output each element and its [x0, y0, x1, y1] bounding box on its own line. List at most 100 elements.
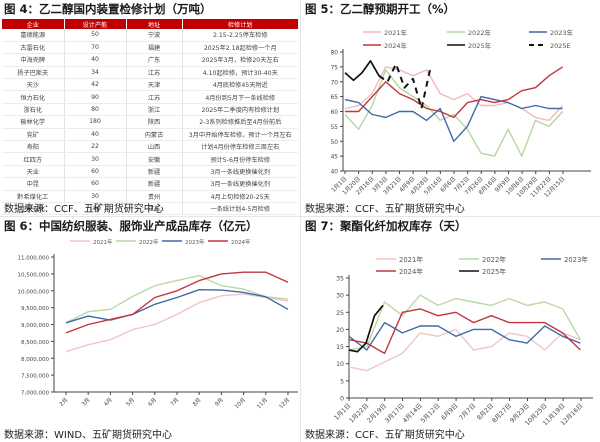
- fig4-title: 图 4：乙二醇国内装置检修计划（万吨）: [4, 2, 212, 16]
- y-tick-label: 65: [331, 95, 339, 101]
- table-cell: 中昆: [2, 177, 65, 191]
- y-tick-label: 11,000,000: [18, 256, 50, 262]
- table-cell: 山西: [126, 140, 183, 154]
- y-tick-label: 35: [336, 276, 344, 283]
- table-cell: 江苏: [126, 66, 183, 80]
- x-tick-label: 6月: [147, 396, 158, 407]
- series-line-2022年: [344, 69, 564, 157]
- table-cell: 2025年二季度内有检修计划: [182, 103, 298, 117]
- table-cell: 80: [64, 103, 127, 117]
- y-tick-label: 10,500,000: [18, 272, 50, 278]
- legend-label: 2025年: [482, 267, 506, 276]
- table-cell: 22: [64, 140, 127, 154]
- x-tick-label: 2月: [58, 396, 69, 407]
- table-cell: 3月中开始停车检修，预计一个月左右: [182, 128, 298, 142]
- vertical-divider: [300, 0, 301, 442]
- legend-label: 2023年: [185, 238, 205, 246]
- col-header-capacity: 设计产能: [64, 19, 127, 29]
- table-cell: 新疆: [126, 177, 183, 191]
- legend-label: 2025E: [550, 42, 571, 50]
- series-line-2025年: [344, 60, 380, 82]
- x-tick-label: 9月: [214, 396, 225, 407]
- table-cell: 陕西: [126, 115, 183, 129]
- table-row: 浙石化 80 浙江 2025年二季度内有检修计划: [2, 103, 298, 117]
- table-cell: 90: [64, 90, 127, 104]
- series-line-2023年: [65, 289, 289, 324]
- fig6-source: 数据来源：WIND、五矿期货研究中心: [4, 430, 173, 441]
- table-cell: 寿阳: [2, 140, 65, 154]
- table-cell: 宁波: [126, 29, 183, 42]
- x-tick-label: 12月: [278, 396, 292, 410]
- fig5-source: 数据来源：CCF、五矿期货研究中心: [305, 204, 465, 215]
- table-row: 天业 60 新疆 3月一条线更换催化剂: [2, 165, 298, 179]
- table-cell: 3月一条线更换催化剂: [182, 177, 298, 191]
- table-cell: 中海壳牌: [2, 53, 65, 67]
- table-row: 扬子巴斯夫 34 江苏 4.10起检修，预计30-40天: [2, 66, 298, 80]
- y-tick-label: 25: [336, 310, 344, 317]
- fig7-source: 数据来源：CCF、五矿期货研究中心: [305, 430, 465, 441]
- x-tick-label: 8月: [191, 396, 202, 407]
- series-line-2024年: [345, 66, 563, 119]
- table-row: 富德能源 50 宁波 2.15-2.25停车检修: [2, 29, 298, 42]
- table-cell: 2025年2.18起检修一个月: [182, 41, 298, 55]
- series-line-2021年: [65, 293, 289, 353]
- y-tick-label: 50: [331, 140, 339, 146]
- y-tick-label: 9,500,000: [21, 306, 49, 312]
- table-row: 兖矿 40 内蒙古 3月中开始停车检修，预计一个月左右: [2, 128, 298, 142]
- table-cell: 4月份到5月下一条线检修: [182, 90, 298, 104]
- table-cell: 180: [64, 202, 127, 216]
- table-cell: 贵州: [126, 190, 183, 203]
- fig6-panel: 图 6：中国纺织服装、服饰业产成品库存（亿元） 2021年 2022年 2023年 2…: [0, 217, 300, 442]
- table-row: 恒力石化 90 江苏 4月份到5月下一条线检修: [2, 90, 298, 104]
- x-tick-label: 7月7日: [458, 402, 477, 421]
- col-header-location: 地址: [126, 19, 183, 29]
- col-header-company: 企业: [2, 19, 65, 29]
- fig5-panel: 图 5：乙二醇预期开工（%） 2021年 2022年 2023年 2024年 2025年…: [301, 0, 600, 216]
- y-tick-label: 75: [331, 65, 339, 71]
- legend-label: 2022年: [468, 28, 492, 37]
- table-cell: 180: [64, 115, 127, 129]
- table-cell: 4月底检修45天附近: [182, 78, 298, 92]
- fig5-chart: 2021年 2022年 2023年 2024年 2025年 2025E 40 45 50 55 60…: [330, 28, 591, 198]
- table-cell: 30: [64, 190, 127, 203]
- y-tick-label: 80: [331, 51, 339, 57]
- table-cell: 一条线计划4-5月检修: [182, 202, 298, 216]
- series-line-2023年: [344, 95, 563, 143]
- table-cell: 黔希煤化工: [2, 190, 65, 203]
- table-cell: 计划4月份停车检修三周左右: [182, 140, 298, 154]
- table-cell: 70: [64, 41, 127, 55]
- fig4-source: 数据来源：CCF、五矿期货研究中心: [4, 204, 164, 215]
- table-cell: 3月一条线更换催化剂: [182, 165, 298, 179]
- fig6-title: 图 6：中国纺织服装、服饰业产成品库存（亿元）: [4, 219, 258, 233]
- table-cell: 2.15-2.25停车检修: [182, 29, 298, 42]
- y-tick-label: 10: [336, 361, 344, 368]
- table-row: 寿阳 22 山西 计划4月份停车检修三周左右: [2, 140, 298, 154]
- y-tick-label: 0: [340, 396, 344, 403]
- y-tick-label: 60: [331, 110, 339, 116]
- table-cell: 安徽: [126, 152, 183, 166]
- y-tick-label: 10,000,000: [18, 289, 50, 295]
- legend-label: 2024年: [384, 41, 408, 50]
- y-tick-label: 40: [331, 170, 339, 176]
- table-row: 中昆 60 新疆 3月一条线更换催化剂: [2, 177, 298, 191]
- x-tick-label: 5月: [125, 396, 136, 407]
- series-line-2024年: [348, 308, 581, 355]
- x-tick-label: 6月9日: [440, 402, 459, 421]
- table-cell: 内蒙古: [126, 128, 183, 142]
- series-line-2025E: [378, 62, 431, 110]
- legend-label: 2022年: [139, 238, 159, 246]
- table-cell: 42: [64, 78, 127, 92]
- horizontal-divider: [0, 216, 600, 217]
- y-tick-label: 9,000,000: [21, 323, 49, 329]
- table-cell: 榆林化学: [2, 115, 65, 129]
- x-tick-label: 3月: [80, 396, 91, 407]
- fig6-chart: 2021年 2022年 2023年 2024年 7,000,000 7,500,000 8,…: [18, 238, 298, 410]
- fig4-panel: 图 4：乙二醇国内装置检修计划（万吨） 企业 设计产能 地址 检修计划 富德能源…: [0, 0, 300, 216]
- table-cell: 40: [64, 128, 127, 142]
- y-tick-label: 15: [336, 344, 344, 351]
- y-tick-label: 8,000,000: [21, 357, 49, 363]
- table-cell: 江苏: [126, 90, 183, 104]
- series-line-2025年: [348, 304, 384, 353]
- y-tick-label: 45: [331, 155, 339, 161]
